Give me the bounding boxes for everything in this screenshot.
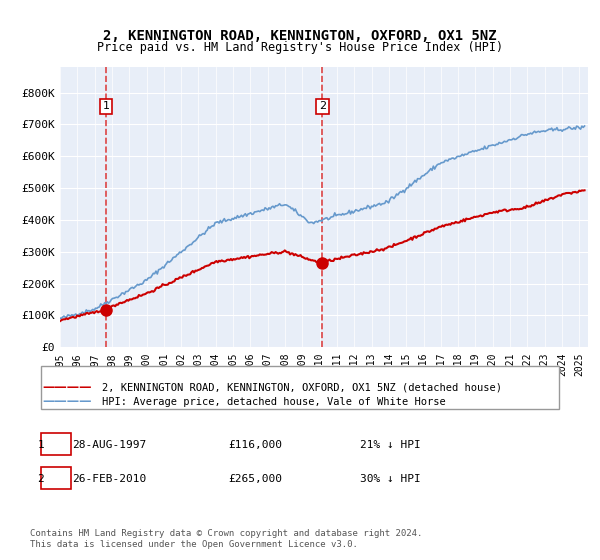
Text: ————: ———— [42, 381, 91, 394]
Text: Contains HM Land Registry data © Crown copyright and database right 2024.
This d: Contains HM Land Registry data © Crown c… [30, 529, 422, 549]
Text: 2, KENNINGTON ROAD, KENNINGTON, OXFORD, OX1 5NZ: 2, KENNINGTON ROAD, KENNINGTON, OXFORD, … [103, 29, 497, 44]
Text: 28-AUG-1997: 28-AUG-1997 [72, 440, 146, 450]
Text: 30% ↓ HPI: 30% ↓ HPI [360, 474, 421, 484]
Text: 1: 1 [37, 440, 44, 450]
Text: 26-FEB-2010: 26-FEB-2010 [72, 474, 146, 484]
Text: 21% ↓ HPI: 21% ↓ HPI [360, 440, 421, 450]
Text: 2, KENNINGTON ROAD, KENNINGTON, OXFORD, OX1 5NZ (detached house): 2, KENNINGTON ROAD, KENNINGTON, OXFORD, … [102, 382, 502, 393]
Text: Price paid vs. HM Land Registry's House Price Index (HPI): Price paid vs. HM Land Registry's House … [97, 41, 503, 54]
Text: ————: ———— [42, 395, 91, 408]
Text: HPI: Average price, detached house, Vale of White Horse: HPI: Average price, detached house, Vale… [102, 396, 446, 407]
Text: 2: 2 [37, 474, 44, 484]
Text: £116,000: £116,000 [228, 440, 282, 450]
Text: 1: 1 [103, 101, 109, 111]
Text: 2: 2 [319, 101, 326, 111]
Text: £265,000: £265,000 [228, 474, 282, 484]
